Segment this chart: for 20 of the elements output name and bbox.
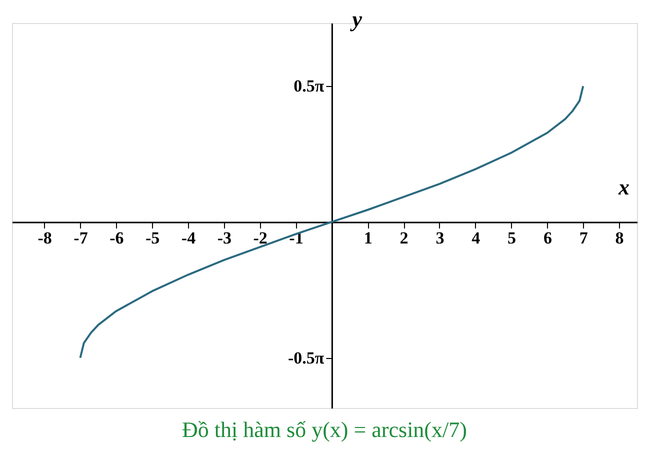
x-tick-label: 7: [579, 228, 588, 248]
x-tick-label: -2: [253, 228, 268, 248]
y-tick-label: -0.5π: [288, 348, 325, 368]
x-tick-label: 2: [400, 228, 408, 248]
x-tick-label: -8: [38, 228, 52, 248]
x-tick-label: 4: [472, 228, 481, 248]
text: Đồ thị hàm số y(x) = arcsin(x/7): [182, 417, 467, 442]
y-tick-label: 0.5π: [294, 76, 325, 96]
x-axis-title: x: [618, 174, 630, 200]
x-tick-label: 1: [364, 228, 372, 248]
x-tick-label: -5: [146, 228, 160, 248]
x-tick-label: 6: [543, 228, 552, 248]
x-tick-label: -4: [181, 228, 196, 248]
x-tick-label: -7: [74, 228, 88, 248]
x-tick-label: 3: [436, 228, 444, 248]
x-tick-label: 5: [508, 228, 516, 248]
x-tick-label: -6: [110, 228, 124, 248]
y-axis-title: y: [349, 6, 362, 32]
x-tick-label: -3: [217, 228, 232, 248]
x-tick-label: 8: [615, 228, 624, 248]
